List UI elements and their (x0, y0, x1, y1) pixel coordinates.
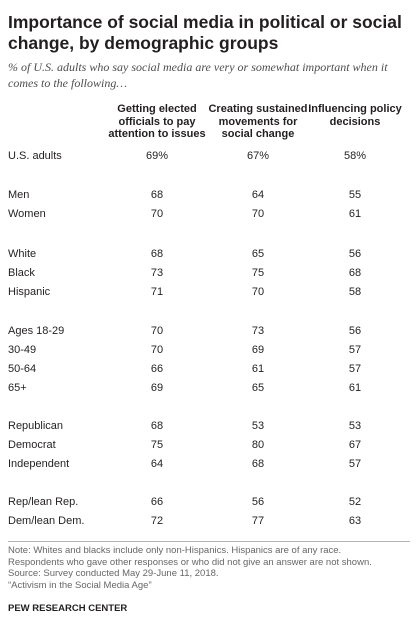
table-cell: 73 (150, 267, 164, 279)
row-label: 65+ (8, 382, 27, 394)
row-label: Women (8, 208, 46, 220)
table-cell: 68 (348, 267, 362, 279)
row-label: Men (8, 189, 30, 201)
table-cell: 64 (251, 189, 265, 201)
table-cell: 53 (251, 420, 265, 432)
table-cell: 72 (150, 515, 164, 527)
table-cell: 57 (348, 363, 362, 375)
row-label: Black (8, 267, 35, 279)
table-cell: 69% (145, 150, 169, 162)
chart-title: Importance of social media in political … (8, 12, 402, 53)
table-cell: 67% (246, 150, 270, 162)
table-cell: 70 (251, 208, 265, 220)
chart-subtitle: % of U.S. adults who say social media ar… (8, 60, 388, 90)
row-label: Independent (8, 458, 70, 470)
table-cell: 68 (150, 248, 164, 260)
table-cell: 68 (150, 189, 164, 201)
table-cell: 63 (348, 515, 362, 527)
row-label: Hispanic (8, 286, 51, 298)
source-line: Source: Survey conducted May 29-June 11,… (8, 568, 219, 579)
footer-divider (8, 541, 410, 542)
table-cell: 56 (348, 325, 362, 337)
table-cell: 66 (150, 363, 164, 375)
table-cell: 57 (348, 344, 362, 356)
table-cell: 61 (348, 382, 362, 394)
table-cell: 65 (251, 248, 265, 260)
table-cell: 65 (251, 382, 265, 394)
column-header: Getting elected officials to pay attenti… (108, 103, 206, 140)
row-label: Republican (8, 420, 64, 432)
source-organization: PEW RESEARCH CENTER (8, 603, 128, 614)
note-line: Note: Whites and blacks include only non… (8, 545, 342, 556)
table-cell: 55 (348, 189, 362, 201)
table-cell: 56 (348, 248, 362, 260)
table-cell: 67 (348, 439, 362, 451)
table-cell: 68 (150, 420, 164, 432)
report-title-line: “Activism in the Social Media Age” (8, 579, 152, 591)
table-cell: 70 (251, 286, 265, 298)
row-label: U.S. adults (8, 150, 62, 162)
row-label: White (8, 248, 37, 260)
table-cell: 68 (251, 458, 265, 470)
column-header: Creating sustained movements for social … (208, 103, 308, 140)
table-cell: 75 (251, 267, 265, 279)
row-label: 30-49 (8, 344, 37, 356)
table-cell: 57 (348, 458, 362, 470)
table-cell: 80 (251, 439, 265, 451)
row-label: Dem/lean Dem. (8, 515, 85, 527)
table-cell: 56 (251, 496, 265, 508)
table-cell: 77 (251, 515, 265, 527)
table-cell: 52 (348, 496, 362, 508)
note-line: Respondents who gave other responses or … (8, 556, 372, 568)
table-cell: 53 (348, 420, 362, 432)
table-cell: 66 (150, 496, 164, 508)
table-cell: 69 (150, 382, 164, 394)
table-cell: 61 (251, 363, 265, 375)
row-label: Ages 18-29 (8, 325, 65, 337)
column-header: Influencing policy decisions (308, 103, 402, 128)
table-cell: 58 (348, 286, 362, 298)
table-cell: 70 (150, 208, 164, 220)
table-cell: 71 (150, 286, 164, 298)
row-label: Rep/lean Rep. (8, 496, 79, 508)
table-cell: 69 (251, 344, 265, 356)
table-cell: 75 (150, 439, 164, 451)
table-cell: 61 (348, 208, 362, 220)
table-cell: 64 (150, 458, 164, 470)
row-label: 50-64 (8, 363, 37, 375)
table-cell: 58% (343, 150, 367, 162)
row-label: Democrat (8, 439, 56, 451)
table-cell: 70 (150, 325, 164, 337)
footnotes: Note: Whites and blacks include only non… (8, 545, 410, 591)
table-cell: 73 (251, 325, 265, 337)
table-cell: 70 (150, 344, 164, 356)
